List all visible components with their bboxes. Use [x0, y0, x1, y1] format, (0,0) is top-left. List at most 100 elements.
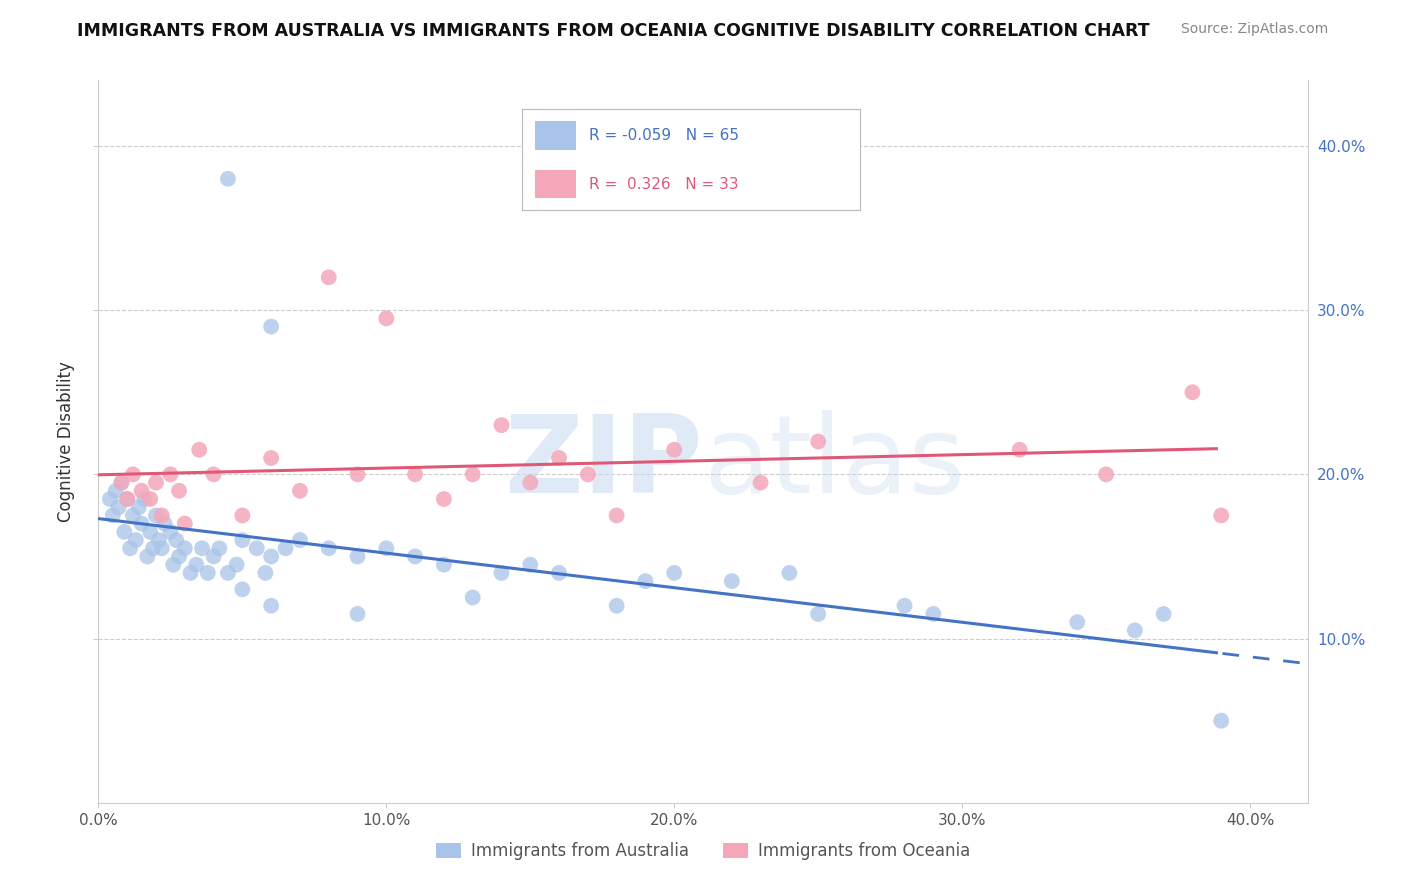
Legend: Immigrants from Australia, Immigrants from Oceania: Immigrants from Australia, Immigrants fr…: [430, 836, 976, 867]
Point: [104, 483, 127, 498]
Point: [461, 467, 484, 482]
Point: [134, 491, 156, 506]
Point: [159, 524, 181, 539]
Point: [139, 491, 162, 506]
Point: [115, 491, 138, 506]
Point: [288, 483, 311, 498]
Point: [318, 270, 340, 285]
Point: [922, 607, 945, 621]
Point: [136, 549, 159, 564]
Point: [664, 566, 686, 580]
Point: [375, 311, 398, 326]
Point: [519, 475, 541, 490]
Point: [254, 566, 277, 580]
Point: [110, 475, 132, 490]
Point: [720, 574, 742, 588]
Point: [112, 524, 135, 539]
Point: [1181, 385, 1204, 400]
Point: [461, 591, 484, 605]
Point: [202, 549, 225, 564]
Point: [145, 475, 167, 490]
Point: [231, 582, 253, 597]
Point: [122, 508, 145, 523]
Point: [186, 558, 208, 572]
Point: [202, 467, 225, 482]
Point: [318, 541, 340, 556]
Point: [217, 566, 239, 580]
Point: [1153, 607, 1175, 621]
Point: [217, 171, 239, 186]
Point: [1008, 442, 1031, 457]
Point: [153, 516, 176, 531]
Point: [807, 434, 830, 449]
Point: [1211, 714, 1233, 728]
Point: [167, 549, 190, 564]
Point: [101, 508, 124, 523]
Point: [260, 599, 283, 613]
Point: [150, 508, 173, 523]
Point: [122, 467, 145, 482]
Text: ZIP: ZIP: [505, 410, 703, 516]
Point: [165, 533, 187, 547]
Point: [260, 450, 283, 465]
Point: [346, 607, 368, 621]
Point: [260, 319, 283, 334]
Point: [893, 599, 915, 613]
Point: [131, 483, 153, 498]
Point: [125, 533, 148, 547]
Point: [519, 558, 541, 572]
Point: [749, 475, 772, 490]
Point: [139, 524, 162, 539]
Point: [375, 541, 398, 556]
Point: [115, 491, 138, 506]
Point: [491, 566, 513, 580]
Point: [128, 500, 150, 515]
Point: [606, 599, 628, 613]
Text: Source: ZipAtlas.com: Source: ZipAtlas.com: [1181, 22, 1329, 37]
Point: [1123, 624, 1146, 638]
Point: [225, 558, 247, 572]
Point: [433, 491, 456, 506]
Point: [231, 533, 253, 547]
Text: IMMIGRANTS FROM AUSTRALIA VS IMMIGRANTS FROM OCEANIA COGNITIVE DISABILITY CORREL: IMMIGRANTS FROM AUSTRALIA VS IMMIGRANTS …: [77, 22, 1150, 40]
Point: [433, 558, 456, 572]
Point: [188, 442, 211, 457]
Point: [208, 541, 231, 556]
Point: [180, 566, 202, 580]
Point: [548, 450, 571, 465]
Text: atlas: atlas: [703, 410, 965, 516]
Point: [404, 467, 426, 482]
Point: [173, 541, 195, 556]
Point: [173, 516, 195, 531]
Point: [159, 467, 181, 482]
Point: [162, 558, 184, 572]
Point: [274, 541, 297, 556]
Point: [807, 607, 830, 621]
Point: [491, 418, 513, 433]
Point: [120, 541, 142, 556]
Point: [1066, 615, 1088, 630]
Point: [404, 549, 426, 564]
Point: [148, 533, 170, 547]
Point: [346, 549, 368, 564]
Point: [150, 541, 173, 556]
Point: [231, 508, 253, 523]
Point: [260, 549, 283, 564]
Point: [197, 566, 219, 580]
Point: [634, 574, 657, 588]
Point: [167, 483, 190, 498]
Point: [246, 541, 269, 556]
Point: [107, 500, 129, 515]
Point: [1095, 467, 1118, 482]
Point: [778, 566, 800, 580]
Point: [288, 533, 311, 547]
Point: [98, 491, 121, 506]
Point: [576, 467, 599, 482]
Point: [145, 508, 167, 523]
Y-axis label: Cognitive Disability: Cognitive Disability: [56, 361, 75, 522]
Point: [142, 541, 165, 556]
Point: [110, 475, 132, 490]
Point: [191, 541, 214, 556]
Point: [606, 508, 628, 523]
Point: [548, 566, 571, 580]
